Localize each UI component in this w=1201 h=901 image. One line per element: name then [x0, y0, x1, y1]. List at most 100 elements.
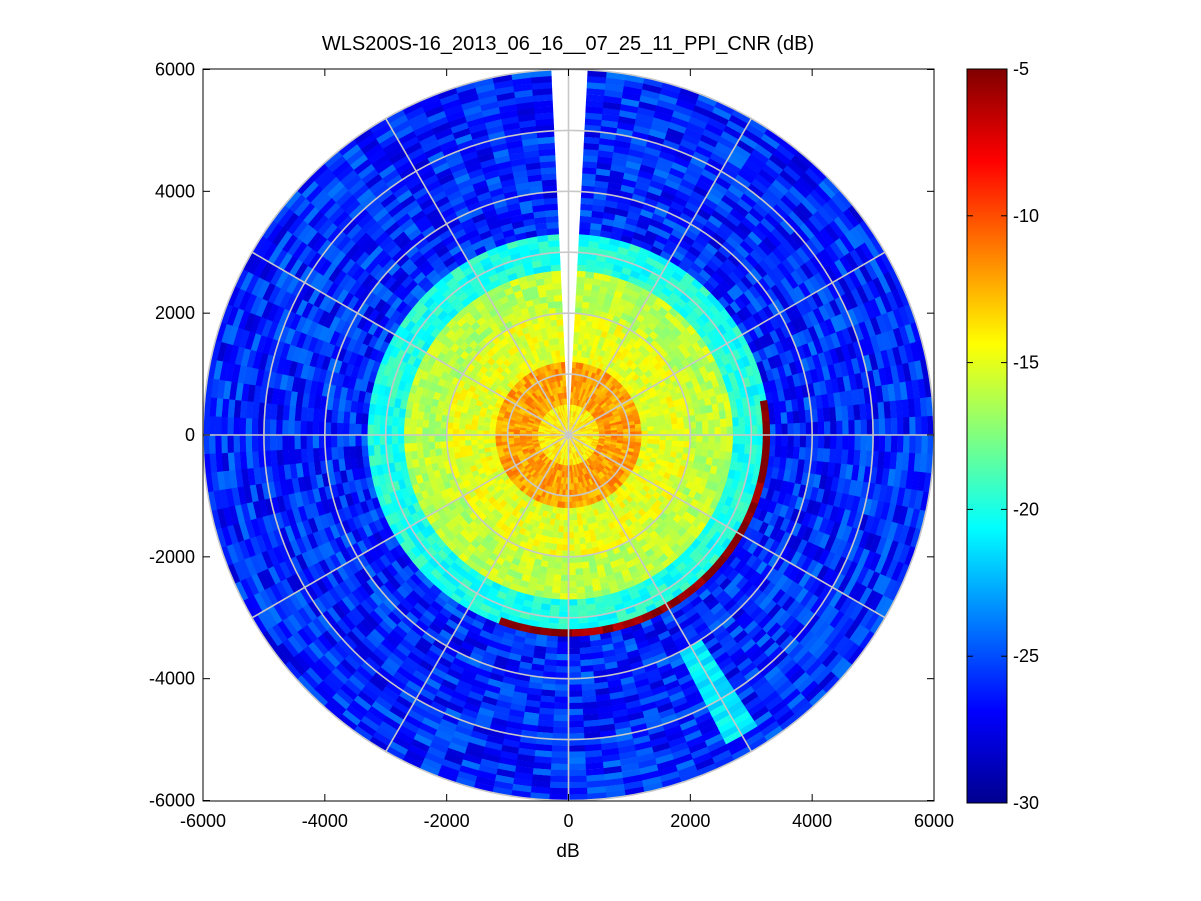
heatmap-cell: [723, 275, 737, 290]
heatmap-cell: [775, 223, 792, 241]
heatmap-cell: [693, 305, 706, 318]
heatmap-cell: [690, 262, 704, 275]
heatmap-cell: [587, 415, 594, 421]
heatmap-cell: [620, 292, 632, 302]
heatmap-cell: [631, 395, 640, 403]
heatmap-cell: [890, 417, 898, 437]
heatmap-cell: [679, 139, 699, 152]
heatmap-cell: [566, 775, 587, 783]
heatmap-cell: [650, 245, 664, 257]
heatmap-cell: [622, 381, 631, 390]
heatmap-cell: [627, 275, 639, 286]
heatmap-cell: [582, 338, 590, 346]
heatmap-cell: [720, 435, 728, 445]
heatmap-cell: [592, 411, 599, 418]
heatmap-cell: [588, 302, 598, 310]
heatmap-cell: [577, 400, 582, 407]
heatmap-cell: [687, 245, 703, 259]
heatmap-cell: [684, 250, 699, 264]
heatmap-cell: [823, 435, 831, 451]
heatmap-cell: [722, 292, 736, 306]
heatmap-cell: [715, 227, 731, 242]
heatmap-cell: [601, 404, 609, 411]
heatmap-cell: [760, 291, 774, 307]
heatmap-cell: [591, 410, 598, 416]
heatmap-cell: [575, 420, 581, 426]
heatmap-cell: [607, 402, 615, 409]
heatmap-cell: [585, 413, 592, 419]
heatmap-cell: [719, 443, 727, 453]
heatmap-cell: [849, 249, 865, 269]
heatmap-cell: [869, 235, 886, 257]
heatmap-cell: [574, 307, 583, 314]
heatmap-cell: [593, 413, 600, 419]
heatmap-cell: [576, 270, 587, 278]
heatmap-cell: [588, 240, 600, 249]
heatmap-cell: [712, 106, 734, 121]
heatmap-cell: [859, 220, 877, 241]
heatmap-cell: [603, 396, 610, 403]
heatmap-cell: [747, 231, 764, 247]
heatmap-cell: [679, 212, 695, 225]
heatmap-cell: [767, 270, 782, 286]
heatmap-cell: [593, 373, 600, 381]
heatmap-cell: [740, 275, 755, 291]
heatmap-cell: [569, 416, 572, 423]
heatmap-cell: [696, 338, 708, 350]
heatmap-cell: [774, 412, 782, 426]
heatmap-cell: [581, 173, 598, 181]
heatmap-cell: [562, 532, 569, 539]
heatmap-cell: [897, 417, 904, 437]
heatmap-cell: [572, 525, 579, 533]
heatmap-cell: [736, 262, 751, 277]
heatmap-cell: [647, 426, 654, 432]
heatmap-cell: [588, 234, 601, 243]
heatmap-cell: [621, 178, 638, 189]
heatmap-cell: [551, 586, 561, 594]
heatmap-cell: [589, 228, 602, 237]
heatmap-cell: [553, 690, 569, 698]
heatmap-cell: [604, 262, 616, 271]
heatmap-cell: [701, 168, 720, 183]
heatmap-cell: [571, 380, 575, 387]
heatmap-cell: [623, 222, 638, 233]
heatmap-cell: [762, 236, 778, 253]
heatmap-cell: [747, 153, 767, 170]
heatmap-cell: [637, 392, 645, 400]
heatmap-cell: [560, 574, 569, 582]
heatmap-cell: [666, 127, 686, 140]
heatmap-cell: [573, 411, 577, 418]
heatmap-cell: [708, 435, 715, 444]
heatmap-cell: [772, 203, 790, 221]
heatmap-cell: [726, 155, 746, 171]
heatmap-cell: [675, 189, 692, 203]
heatmap-cell: [735, 244, 751, 260]
heatmap-cell: [695, 273, 709, 287]
heatmap-cell: [695, 99, 717, 113]
heatmap-cell: [579, 215, 593, 224]
heatmap-cell: [628, 205, 644, 216]
heatmap-cell: [717, 199, 735, 215]
heatmap-cell: [686, 122, 707, 136]
heatmap-cell: [566, 751, 586, 759]
heatmap-cell: [748, 207, 766, 224]
heatmap-cell: [578, 393, 582, 401]
heatmap-cell: [671, 423, 679, 431]
heatmap-cell: [678, 261, 692, 273]
heatmap-cell: [571, 398, 575, 405]
heatmap-cell: [751, 178, 770, 195]
heatmap-cell: [652, 240, 667, 251]
heatmap-cell: [695, 421, 703, 429]
heatmap-cell: [736, 309, 749, 324]
heatmap-cell: [598, 285, 609, 294]
heatmap-cell: [658, 195, 674, 208]
heatmap-cell: [624, 74, 647, 84]
heatmap-cell: [678, 435, 685, 442]
heatmap-cell: [688, 116, 709, 130]
heatmap-cell: [653, 207, 669, 219]
heatmap-cell: [790, 155, 811, 174]
heatmap-cell: [671, 435, 679, 442]
heatmap-cell: [581, 388, 587, 396]
heatmap-cell: [803, 278, 818, 297]
heatmap-cell: [604, 83, 626, 93]
